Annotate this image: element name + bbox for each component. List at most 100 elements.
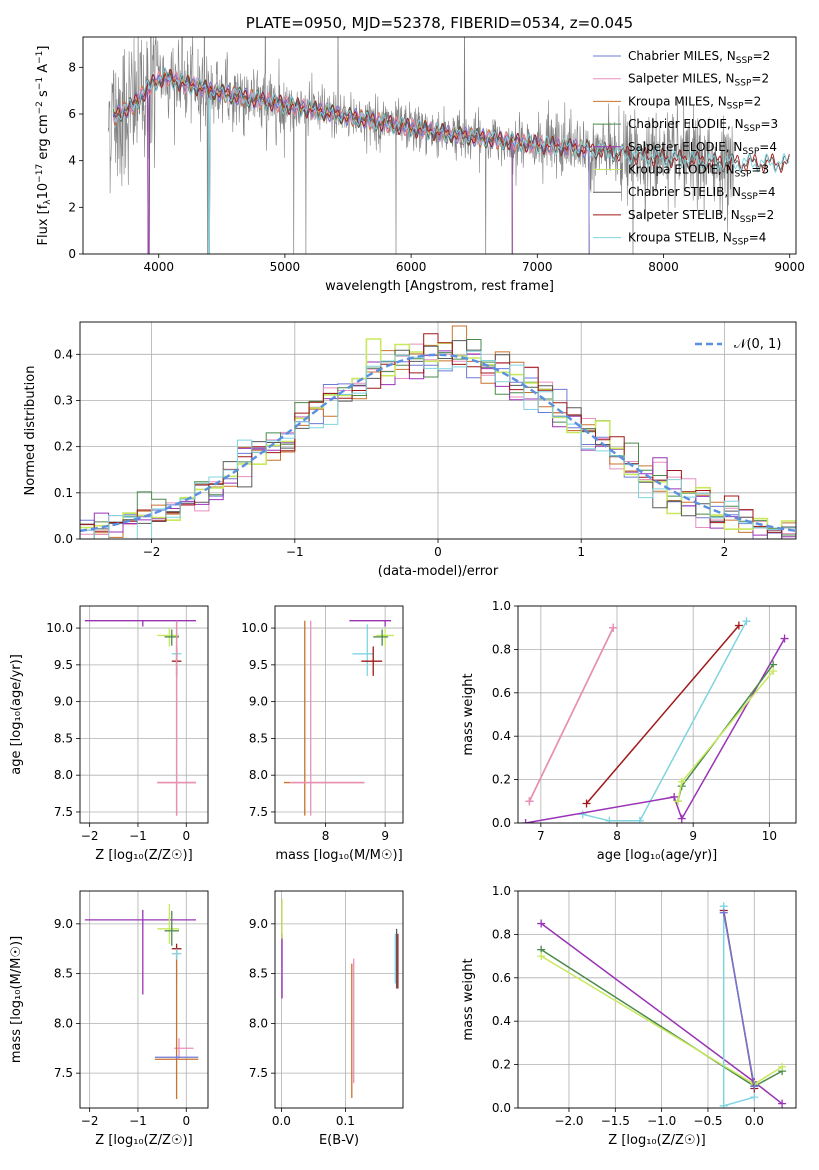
- legend-ssp-sub: SSP: [740, 215, 757, 225]
- x-tick-label: −1: [286, 545, 304, 559]
- legend-model-name: Kroupa ELODIE: [628, 163, 718, 177]
- x-tick-label: 9: [689, 829, 697, 843]
- legend-prefix: , N: [718, 163, 735, 177]
- y-tick-label: 9.0: [54, 917, 73, 931]
- x-tick-label: −0.5: [693, 1114, 722, 1128]
- legend-n-value: =4: [758, 185, 776, 199]
- legend-ssp-sub: SSP: [735, 170, 752, 180]
- model-fit-line: [114, 67, 790, 254]
- x-tick-label: 0.0: [745, 1114, 764, 1128]
- legend-n-value: =2: [753, 49, 771, 63]
- normal-distribution-line: [80, 353, 796, 533]
- axes-frame: [82, 36, 797, 255]
- y-tick-label: 7.5: [54, 1066, 73, 1080]
- axes-frame: [517, 890, 797, 1109]
- x-tick-label: 10: [762, 829, 777, 843]
- y-tick-label: 8.0: [54, 1016, 73, 1030]
- x-tick-label: −1: [129, 829, 147, 843]
- legend-prefix: , N: [724, 185, 741, 199]
- data-point-marker: [778, 1099, 787, 1108]
- x-tick-label: 2: [721, 545, 729, 559]
- spectrum-panel: 4000 5000 6000 7000 8000 9000 0 2 4 6 8 wavelength …: [35, 14, 805, 294]
- legend-prefix: , N: [719, 49, 736, 63]
- y-tick-label: 9.5: [249, 658, 268, 672]
- y-tick-label: 7.5: [249, 805, 268, 819]
- weight-series-line: [722, 912, 756, 1087]
- x-tick-label: 6000: [396, 260, 427, 274]
- x-tick-label: −2: [81, 1114, 99, 1128]
- x-tick-label: 0: [182, 829, 190, 843]
- legend-n-value: =4: [749, 231, 767, 245]
- mass-weight-vs-age-panel: 7 8 9 10 0.0 0.2 0.4 0.6 0.8 1.0 age [log₁₀(age/yr…: [461, 599, 797, 863]
- y-label-part: −1: [35, 77, 45, 90]
- x-tick-label: 0.1: [336, 1114, 355, 1128]
- data-point-marker: [673, 797, 682, 806]
- legend-n-value: =4: [759, 140, 777, 154]
- legend-label: Chabrier MILES, NSSP=2: [628, 49, 770, 66]
- y-tick-label: 8.0: [249, 768, 268, 782]
- y-label-part: Flux [f: [36, 204, 51, 245]
- data-point-marker: [605, 816, 614, 823]
- legend-n-value: =2: [744, 94, 762, 108]
- legend-label: Salpeter STELIB, NSSP=2: [628, 208, 774, 225]
- y-axis-label: Normed distribution: [23, 366, 38, 496]
- x-tick-label: 5000: [270, 260, 301, 274]
- y-tick-label: 9.0: [54, 695, 73, 709]
- x-tick-label: 0: [434, 545, 442, 559]
- legend-label: Kroupa MILES, NSSP=2: [628, 94, 761, 111]
- plot-area: [107, 37, 790, 254]
- y-axis-label: Flux [fλ10−17 erg cm−2 s−1 A−1]: [35, 46, 53, 246]
- model-fit-line: [114, 68, 790, 254]
- y-tick-label: 0.2: [492, 773, 511, 787]
- x-tick-label: 1: [577, 545, 585, 559]
- legend-n-value: =3: [760, 117, 778, 131]
- data-point-marker: [578, 810, 587, 819]
- y-tick-label: 0.0: [492, 816, 511, 830]
- legend-ssp-sub: SSP: [736, 56, 753, 66]
- grid-lines: [275, 606, 403, 823]
- y-tick-label: 9.0: [249, 695, 268, 709]
- x-tick-label: −1.5: [601, 1114, 630, 1128]
- y-tick-label: 0.2: [492, 1058, 511, 1072]
- y-tick-label: 0: [68, 247, 76, 261]
- x-tick-label: 8: [322, 829, 330, 843]
- legend-model-name: Kroupa MILES: [628, 94, 710, 108]
- x-tick-label: 7: [537, 829, 545, 843]
- y-label-part: A: [36, 64, 51, 77]
- data-point-marker: [719, 1101, 728, 1108]
- y-axis-label: mass [log₁₀(M/M☉)]: [9, 936, 24, 1063]
- weight-series-line: [525, 638, 786, 823]
- y-tick-label: 10.0: [241, 621, 268, 635]
- data-point-marker: [780, 634, 789, 643]
- legend-model-name: Salpeter MILES: [628, 72, 718, 86]
- legend-ssp-sub: SSP: [742, 147, 759, 157]
- y-label-part: −17: [35, 164, 45, 183]
- legend-prefix: , N: [726, 140, 743, 154]
- y-tick-label: 0.3: [54, 393, 73, 407]
- histogram-step-line: [80, 339, 796, 539]
- y-axis-label: age [log₁₀(age/yr)]: [9, 654, 24, 775]
- mass-vs-extinction-panel: 0.0 0.1 7.5 8.0 8.5 9.0 E(B-V): [249, 890, 404, 1148]
- legend-model-name: Salpeter ELODIE: [628, 140, 726, 154]
- axes-frame: [517, 605, 797, 824]
- legend-label: Kroupa STELIB, NSSP=4: [628, 231, 766, 248]
- y-tick-label: 9.5: [54, 658, 73, 672]
- y-tick-label: 0.8: [492, 642, 511, 656]
- x-tick-label: 9: [381, 829, 389, 843]
- data-point-marker: [677, 814, 686, 823]
- y-tick-label: 8.5: [54, 967, 73, 981]
- x-axis-label: (data-model)/error: [378, 564, 499, 579]
- legend-n-value: =2: [751, 72, 769, 86]
- y-tick-label: 7.5: [249, 1066, 268, 1080]
- plot-area: [537, 902, 787, 1108]
- y-label-part: s: [36, 90, 51, 101]
- x-axis-label: age [log₁₀(age/yr)]: [597, 848, 718, 863]
- data-point-marker: [582, 799, 591, 808]
- legend-ssp-sub: SSP: [741, 192, 758, 202]
- legend-ssp-sub: SSP: [732, 238, 749, 248]
- data-point-marker: [778, 1062, 787, 1071]
- legend-model-name: Salpeter STELIB: [628, 208, 723, 222]
- x-axis-label: Z [log₁₀(Z/Z☉)]: [95, 848, 192, 863]
- model-fit-line: [114, 68, 790, 254]
